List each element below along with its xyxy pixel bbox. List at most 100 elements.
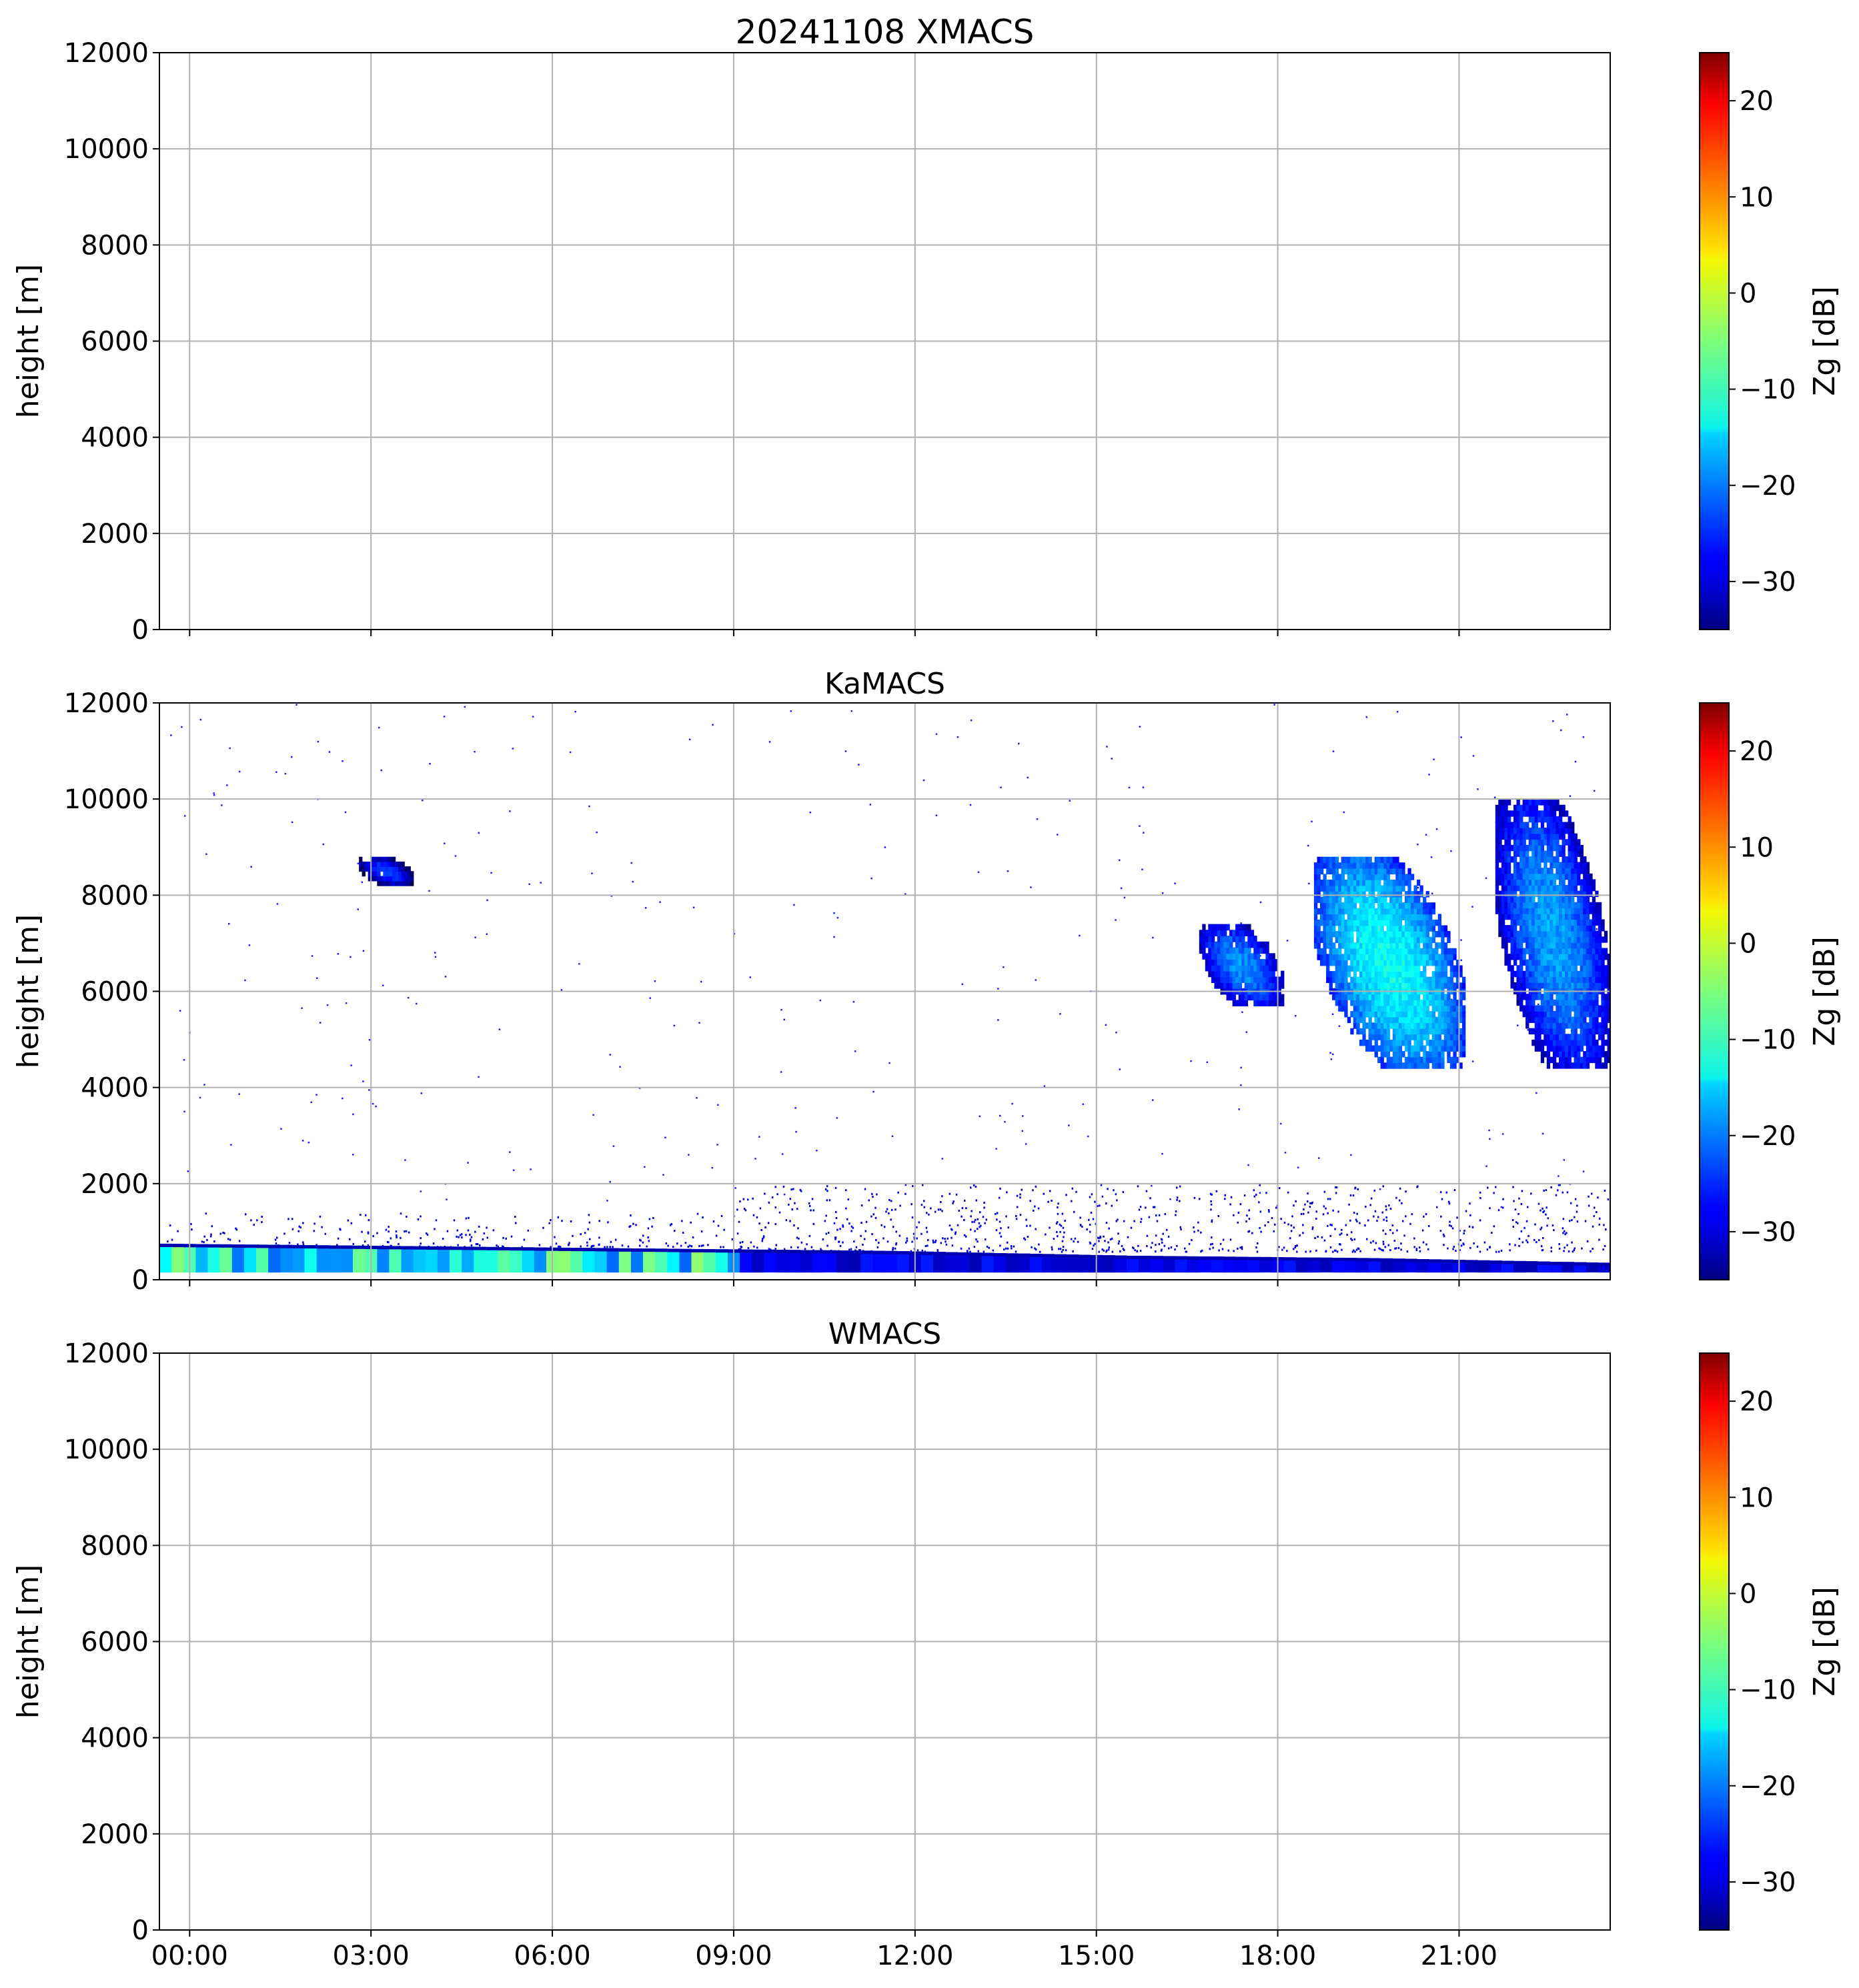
cloud-cell bbox=[1504, 833, 1508, 840]
cloud-cell bbox=[1525, 994, 1529, 1000]
cloud-cell bbox=[1550, 873, 1554, 880]
noise-speckle bbox=[1200, 1250, 1202, 1253]
cloud-cell bbox=[1568, 913, 1572, 920]
cloud-cell bbox=[1226, 976, 1230, 983]
cloud-cell bbox=[1559, 868, 1563, 874]
cloud-cell bbox=[1356, 874, 1360, 880]
cloud-cell bbox=[1350, 936, 1354, 944]
cloud-cell bbox=[1519, 919, 1523, 926]
noise-speckle bbox=[1359, 1222, 1361, 1224]
cloud-cell bbox=[1410, 1028, 1415, 1035]
noise-speckle bbox=[985, 1238, 987, 1241]
cloud-cell bbox=[1401, 948, 1405, 955]
noise-speckle bbox=[1400, 1242, 1402, 1245]
cloud-cell bbox=[1507, 954, 1511, 960]
noise-speckle bbox=[1385, 1232, 1387, 1235]
cloud-cell bbox=[1546, 810, 1551, 817]
noise-speckle bbox=[382, 984, 384, 986]
boundary-layer-cell bbox=[1066, 1254, 1079, 1273]
cloud-cell bbox=[1347, 931, 1351, 938]
colorbar-tick-label: 10 bbox=[1740, 1482, 1774, 1513]
noise-speckle bbox=[648, 1240, 650, 1242]
noise-speckle bbox=[1348, 1203, 1350, 1206]
noise-speckle bbox=[1243, 1194, 1246, 1197]
cloud-cell bbox=[1519, 1005, 1523, 1012]
noise-speckle bbox=[1588, 1195, 1590, 1198]
cloud-cell bbox=[1455, 1056, 1460, 1064]
noise-speckle bbox=[1384, 1246, 1386, 1248]
cloud-cell bbox=[1589, 954, 1593, 960]
noise-speckle bbox=[1280, 1122, 1282, 1125]
noise-speckle bbox=[486, 933, 488, 935]
cloud-cell bbox=[1607, 1056, 1610, 1064]
cloud-cell bbox=[1341, 908, 1345, 915]
cloud-cell bbox=[1341, 931, 1345, 938]
cloud-cell bbox=[1395, 1000, 1399, 1006]
cloud-cell bbox=[1407, 1062, 1411, 1069]
cloud-cell bbox=[1583, 902, 1587, 909]
cloud-cell bbox=[1552, 1022, 1557, 1029]
noise-speckle bbox=[1359, 1250, 1361, 1252]
noise-speckle bbox=[1418, 1246, 1421, 1249]
cloud-cell bbox=[1431, 954, 1435, 960]
cloud-cell bbox=[1247, 959, 1251, 966]
cloud-cell bbox=[1374, 1005, 1378, 1012]
noise-speckle bbox=[1453, 1246, 1455, 1248]
cloud-cell bbox=[1586, 948, 1590, 954]
cloud-cell bbox=[1395, 868, 1399, 875]
cloud-cell bbox=[1534, 1022, 1538, 1029]
boundary-layer-edge bbox=[534, 1247, 547, 1251]
noise-speckle bbox=[979, 1211, 981, 1214]
noise-speckle bbox=[969, 1250, 971, 1253]
cloud-cell bbox=[1386, 976, 1390, 984]
cloud-cell bbox=[1501, 850, 1505, 857]
cloud-cell bbox=[1350, 954, 1354, 960]
cloud-cell bbox=[1371, 1028, 1375, 1035]
cloud-cell bbox=[1365, 948, 1369, 955]
cloud-cell bbox=[1362, 896, 1366, 904]
cloud-cell bbox=[1425, 936, 1429, 944]
y-tick-label: 8000 bbox=[81, 880, 149, 911]
cloud-cell bbox=[1546, 1039, 1551, 1046]
boundary-layer-cell bbox=[1030, 1254, 1043, 1273]
noise-speckle bbox=[858, 1249, 860, 1251]
cloud-cell bbox=[1359, 885, 1363, 892]
cloud-cell bbox=[1441, 936, 1445, 944]
boundary-layer-edge bbox=[1525, 1261, 1538, 1265]
cloud-cell bbox=[1531, 948, 1535, 954]
noise-speckle bbox=[853, 1240, 855, 1243]
cloud-cell bbox=[401, 876, 405, 882]
boundary-layer-cell bbox=[328, 1245, 342, 1273]
cloud-cell bbox=[1583, 936, 1587, 943]
cloud-cell bbox=[1401, 982, 1405, 989]
noise-speckle bbox=[997, 988, 999, 990]
cloud-cell bbox=[1356, 936, 1360, 944]
noise-speckle bbox=[1165, 1228, 1168, 1231]
cloud-cell bbox=[1577, 1051, 1581, 1058]
boundary-layer-cell bbox=[316, 1245, 330, 1273]
noise-speckle bbox=[999, 1114, 1001, 1117]
noise-speckle bbox=[811, 1198, 814, 1200]
cloud-cell bbox=[1556, 868, 1560, 874]
boundary-layer-edge bbox=[824, 1250, 837, 1254]
noise-speckle bbox=[702, 1244, 704, 1247]
noise-speckle bbox=[860, 1204, 863, 1207]
cloud-cell bbox=[1253, 953, 1257, 960]
cloud-cell bbox=[1550, 890, 1554, 897]
cloud-cell bbox=[1589, 994, 1593, 1000]
noise-speckle bbox=[434, 956, 437, 958]
cloud-cell bbox=[1332, 868, 1336, 875]
cloud-cell bbox=[1359, 931, 1363, 938]
noise-speckle bbox=[1152, 936, 1154, 939]
noise-speckle bbox=[498, 1028, 501, 1030]
boundary-layer-edge bbox=[872, 1250, 886, 1254]
cloud-cell bbox=[1401, 1022, 1405, 1029]
cloud-cell bbox=[1247, 936, 1251, 942]
cloud-cell bbox=[1350, 965, 1354, 972]
noise-speckle bbox=[995, 1229, 998, 1232]
cloud-cell bbox=[1368, 954, 1372, 960]
noise-speckle bbox=[408, 1231, 410, 1234]
noise-speckle bbox=[1370, 1241, 1372, 1244]
cloud-cell bbox=[1431, 1005, 1435, 1012]
cloud-cell bbox=[407, 880, 411, 886]
